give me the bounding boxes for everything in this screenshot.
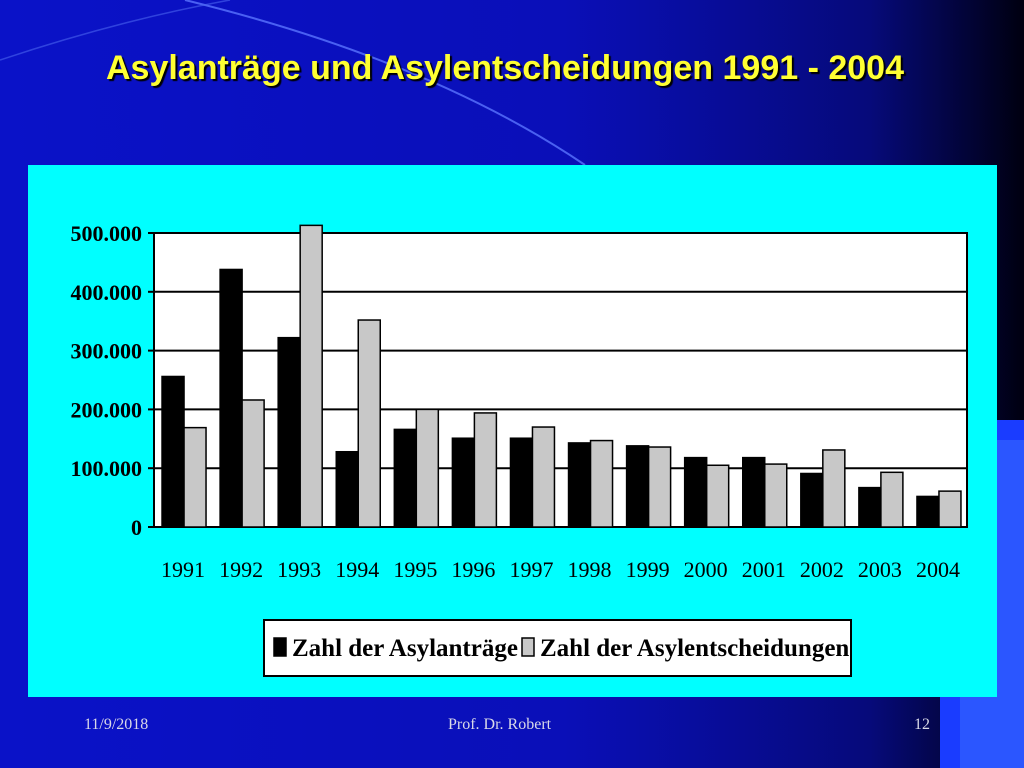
bar-antraege — [509, 437, 534, 528]
bar-entscheidungen — [589, 439, 614, 528]
y-tick-label: 300.000 — [71, 339, 143, 364]
bar-entscheidungen — [880, 471, 904, 528]
bar-antraege — [161, 375, 185, 528]
chart-panel: 0 100.000 200.000 300.000 400.000 500.000 1991… — [28, 165, 997, 697]
bar-entscheidungen — [473, 412, 498, 528]
y-tick-label: 500.000 — [71, 221, 143, 246]
legend-swatch — [273, 637, 287, 657]
legend-swatch — [521, 637, 535, 657]
bar-entscheidungen — [241, 399, 265, 528]
bar-antraege — [800, 472, 824, 528]
bar-antraege — [567, 442, 592, 528]
bar-antraege — [683, 456, 708, 528]
y-tick-label: 400.000 — [71, 280, 143, 305]
legend-box — [263, 619, 852, 677]
bar-entscheidungen — [183, 426, 207, 528]
bar-entscheidungen — [705, 464, 730, 528]
bar-antraege — [742, 456, 766, 528]
x-tick-label: 1996 — [451, 557, 495, 582]
x-tick-label: 1991 — [161, 557, 205, 582]
slide-title: Asylanträge und Asylentscheidungen 1991 … — [105, 49, 905, 87]
y-tick-label: 100.000 — [71, 456, 143, 481]
x-tick-label: 2003 — [858, 557, 902, 582]
x-tick-label: 1992 — [219, 557, 263, 582]
bar-entscheidungen — [299, 224, 323, 528]
bar-antraege — [451, 437, 476, 528]
y-tick-label: 200.000 — [71, 397, 143, 422]
bar-entscheidungen — [764, 463, 788, 528]
bar-entscheidungen — [415, 408, 440, 528]
x-tick-label: 1993 — [277, 557, 321, 582]
x-tick-label: 2004 — [916, 557, 960, 582]
bar-entscheidungen — [647, 446, 672, 528]
x-tick-label: 1999 — [626, 557, 670, 582]
x-tick-label: 2001 — [742, 557, 786, 582]
footer-author: Prof. Dr. Robert — [448, 716, 552, 733]
footer-page-number: 12 — [914, 716, 930, 733]
footer-date: 11/9/2018 — [84, 716, 149, 733]
x-tick-label: 2000 — [684, 557, 728, 582]
x-tick-label: 1998 — [568, 557, 612, 582]
bar-entscheidungen — [822, 449, 846, 528]
y-tick-label: 0 — [131, 515, 142, 540]
x-tick-label: 1994 — [335, 557, 379, 582]
bar-antraege — [916, 495, 940, 528]
bar-chart: 0 100.000 200.000 300.000 400.000 500.000 1991… — [71, 221, 968, 677]
bar-antraege — [393, 428, 418, 528]
bar-antraege — [219, 268, 243, 528]
legend-label: Zahl der Asylentscheidungen — [540, 635, 849, 662]
bar-antraege — [625, 445, 650, 528]
x-tick-label: 1997 — [509, 557, 553, 582]
x-tick-label: 2002 — [800, 557, 844, 582]
bar-antraege — [277, 336, 301, 528]
bar-entscheidungen — [357, 319, 381, 528]
x-tick-label: 1995 — [393, 557, 437, 582]
bar-entscheidungen — [531, 426, 556, 528]
bar-antraege — [335, 450, 359, 528]
legend-label: Zahl der Asylanträge — [292, 635, 518, 662]
bar-antraege — [858, 486, 882, 528]
bar-entscheidungen — [938, 490, 962, 528]
